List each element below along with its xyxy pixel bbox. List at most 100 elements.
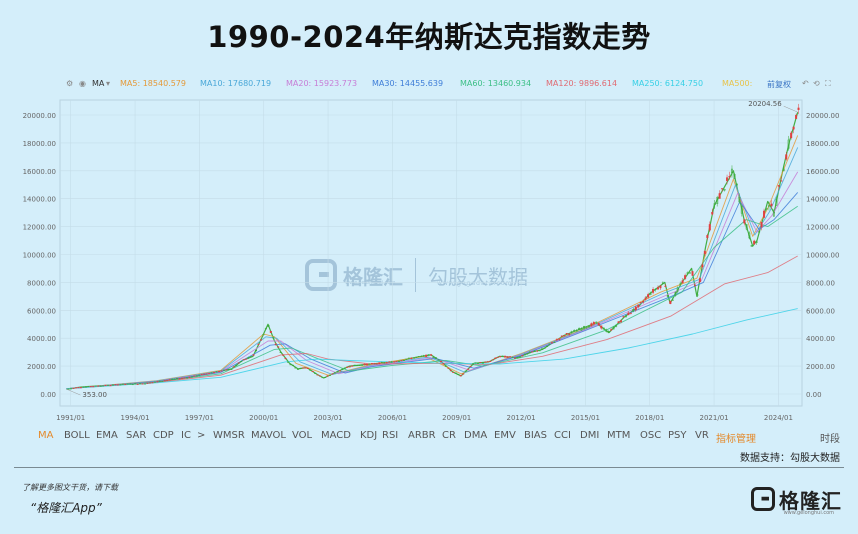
candle-body xyxy=(575,330,578,332)
candle-body xyxy=(750,245,753,247)
tab-psy[interactable]: PSY xyxy=(668,430,687,441)
candle-body xyxy=(733,174,736,179)
footer-brand-sub: www.gelonghui.com xyxy=(783,510,834,516)
candle-body xyxy=(107,384,110,386)
candle-body xyxy=(590,323,593,327)
candle-body xyxy=(563,335,566,337)
candle-body xyxy=(669,300,672,305)
candle-body xyxy=(277,346,280,348)
candle-body xyxy=(242,359,245,361)
candle-body xyxy=(361,364,364,366)
tab-macd[interactable]: MACD xyxy=(321,430,351,441)
candle-body xyxy=(227,368,230,371)
ma-select[interactable]: MA xyxy=(92,79,105,88)
tab-vol[interactable]: VOL xyxy=(292,430,313,441)
candle-body xyxy=(72,387,75,389)
tab-cr[interactable]: CR xyxy=(442,430,456,441)
candle-body xyxy=(620,320,623,323)
tab-mtm[interactable]: MTM xyxy=(607,430,631,441)
candle-body xyxy=(319,375,322,377)
candle-body xyxy=(158,380,161,382)
candle-body xyxy=(489,360,492,362)
tab-kdj[interactable]: KDJ xyxy=(360,430,378,441)
candle-body xyxy=(795,115,798,119)
indicator-ma5[interactable]: MA5: 18540.579 xyxy=(120,79,186,88)
tab-more[interactable]: > xyxy=(197,430,206,441)
tab-ma[interactable]: MA xyxy=(38,430,54,441)
indicator-ma20[interactable]: MA20: 15923.773 xyxy=(286,79,358,88)
reset-icon[interactable]: ⟲ xyxy=(813,79,820,88)
tab-cdp[interactable]: CDP xyxy=(153,430,174,441)
price-chart[interactable]: 20000.00 20000.00 18000.00 18000.00 16000.00… xyxy=(0,0,858,430)
candle-body xyxy=(193,375,196,377)
indicator-ma120[interactable]: MA120: 9896.614 xyxy=(546,79,618,88)
y-tick-label-right: 4000.00 xyxy=(806,335,835,343)
tab-dmi[interactable]: DMI xyxy=(580,430,600,441)
tab-ema[interactable]: EMA xyxy=(96,430,118,441)
x-tick-label: 1997/01 xyxy=(185,414,214,422)
tab-mavol[interactable]: MAVOL xyxy=(251,430,286,441)
eye-icon[interactable]: ◉ xyxy=(79,79,86,88)
chevron-down-icon[interactable]: ▾ xyxy=(106,79,111,88)
tab-时段[interactable]: 时段 xyxy=(820,434,840,445)
candle-body xyxy=(225,369,228,371)
candle-body xyxy=(351,365,354,367)
candle-body xyxy=(185,377,188,379)
tab-emv[interactable]: EMV xyxy=(494,430,516,441)
candle-body xyxy=(509,356,512,358)
tab-ic[interactable]: IC xyxy=(181,430,191,441)
candle-body xyxy=(121,383,124,385)
candle-body xyxy=(222,369,225,371)
candle-body xyxy=(262,333,265,336)
tab-bias[interactable]: BIAS xyxy=(524,430,547,441)
candle-body xyxy=(427,354,430,356)
fullscreen-icon[interactable]: ⛶ xyxy=(825,79,831,88)
x-tick-label: 2000/01 xyxy=(249,414,278,422)
indicator-ma60[interactable]: MA60: 13460.934 xyxy=(460,79,532,88)
candle-body xyxy=(516,357,519,359)
tab-dma[interactable]: DMA xyxy=(464,430,488,441)
tab-vr[interactable]: VR xyxy=(695,430,709,441)
candle-body xyxy=(541,348,544,350)
candle-body xyxy=(203,373,206,375)
indicator-ma500[interactable]: MA500: xyxy=(722,79,753,88)
candle-body xyxy=(210,372,213,374)
fuquan-toggle[interactable]: 前复权 xyxy=(767,80,791,89)
tab-wmsr[interactable]: WMSR xyxy=(213,430,245,441)
candle-body xyxy=(765,208,768,210)
tab-boll[interactable]: BOLL xyxy=(64,430,90,441)
candle-body xyxy=(146,382,149,384)
candle-body xyxy=(181,377,184,379)
tab-指标管理[interactable]: 指标管理 xyxy=(716,434,756,445)
candle-body xyxy=(703,251,706,254)
candle-body xyxy=(467,368,470,370)
candle-body xyxy=(213,372,216,374)
candle-body xyxy=(565,333,568,335)
y-tick-label-left: 10000.00 xyxy=(23,252,56,260)
candle-body xyxy=(597,323,600,326)
candle-body xyxy=(521,355,524,357)
indicator-ma30[interactable]: MA30: 14455.639 xyxy=(372,79,444,88)
candle-body xyxy=(131,384,134,386)
candle-body xyxy=(119,384,122,386)
app-name[interactable]: “格隆汇App” xyxy=(30,501,102,515)
candle-body xyxy=(410,357,413,359)
candle-body xyxy=(676,287,679,292)
candle-body xyxy=(592,322,595,325)
tab-arbr[interactable]: ARBR xyxy=(408,430,436,441)
candle-body xyxy=(176,378,179,380)
undo-icon[interactable]: ↶ xyxy=(802,79,809,88)
candle-body xyxy=(385,362,388,364)
tab-rsi[interactable]: RSI xyxy=(382,430,399,441)
settings-icon[interactable]: ⚙ xyxy=(66,79,74,88)
x-tick-label: 2006/01 xyxy=(378,414,407,422)
candle-body xyxy=(316,374,319,376)
tab-cci[interactable]: CCI xyxy=(554,430,571,441)
indicator-ma10[interactable]: MA10: 17680.719 xyxy=(200,79,272,88)
x-tick-label: 2015/01 xyxy=(571,414,600,422)
tab-sar[interactable]: SAR xyxy=(126,430,147,441)
candle-body xyxy=(610,329,613,331)
tab-osc[interactable]: OSC xyxy=(640,430,662,441)
candle-body xyxy=(568,333,571,335)
indicator-ma250[interactable]: MA250: 6124.750 xyxy=(632,79,704,88)
